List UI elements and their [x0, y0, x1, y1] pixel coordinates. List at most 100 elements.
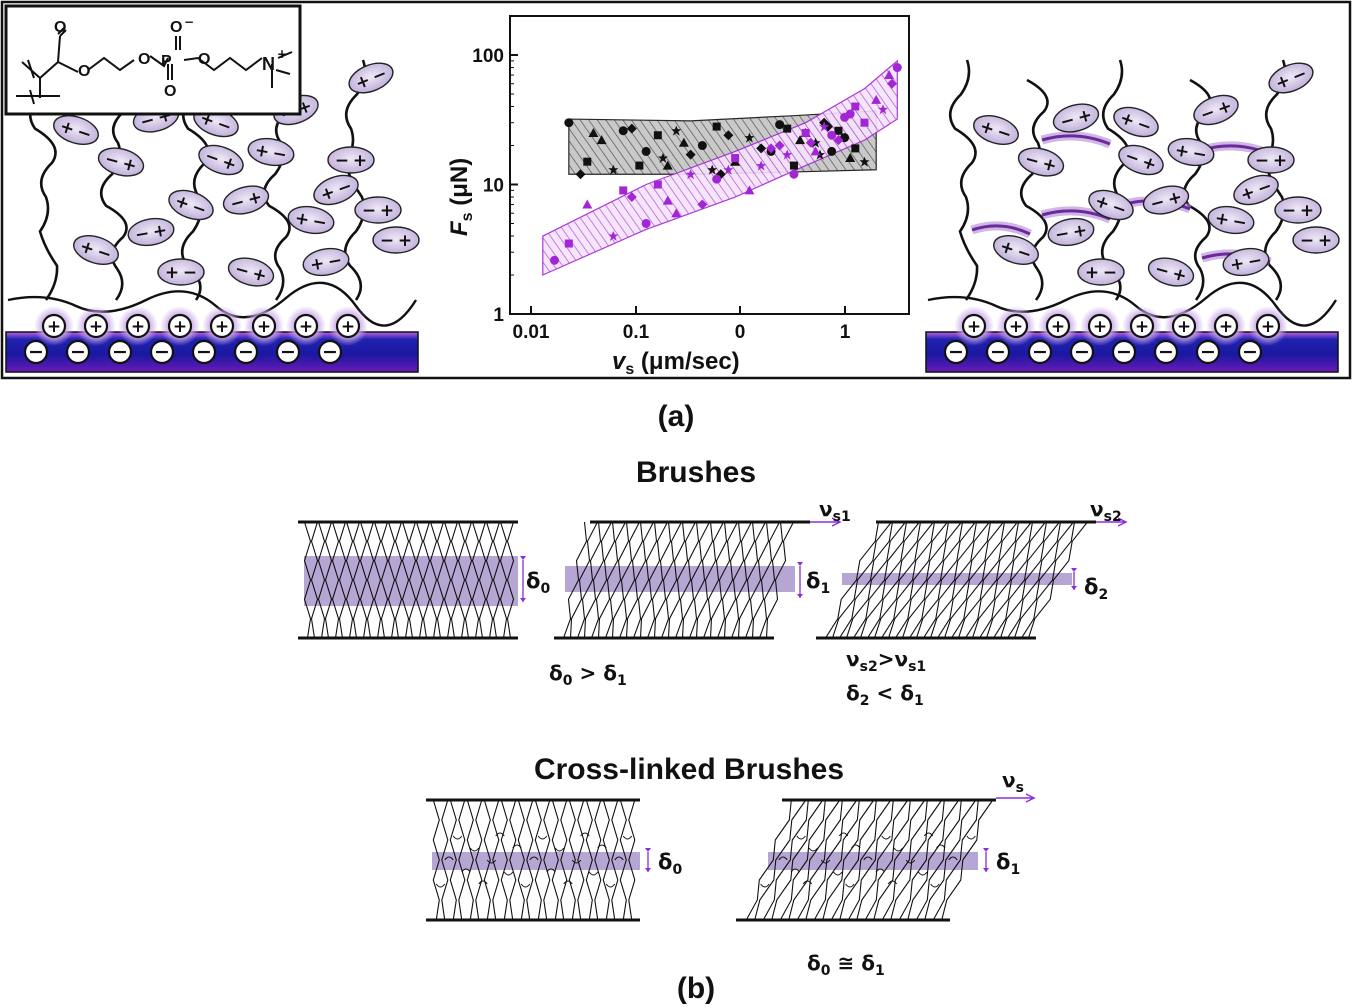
anion-circle	[985, 339, 1011, 365]
charged-ellipse: +−	[973, 115, 1019, 145]
charged-ellipse: −+	[1047, 217, 1095, 247]
charge-symbol: +	[77, 236, 97, 259]
brush-strand	[653, 521, 682, 639]
brush-strand	[957, 521, 1018, 639]
charge-symbol: +	[1219, 317, 1233, 337]
charge-symbol: +	[318, 182, 338, 206]
data-point	[766, 143, 777, 154]
brush-strand	[890, 799, 943, 921]
crosslink-strand	[881, 835, 891, 840]
oxygen-label: O	[54, 19, 66, 36]
charge-symbol: +	[131, 317, 145, 337]
charge-symbol: +	[1135, 317, 1149, 337]
charged-ellipse: −+	[97, 147, 145, 177]
brush-strand	[394, 521, 403, 639]
vs1-label: νs1	[819, 497, 851, 525]
charge-symbol: −	[70, 341, 86, 363]
zwitterion-ellipse	[53, 115, 99, 145]
brush-strand	[674, 521, 700, 639]
brush-strand	[730, 521, 756, 639]
charged-ellipse: +−	[348, 62, 394, 94]
crosslink-strand	[918, 871, 928, 876]
charged-ellipse: −+	[222, 185, 270, 215]
brush-strand	[873, 799, 926, 921]
brush-strand	[466, 799, 474, 921]
zwitterion-ellipse	[222, 185, 270, 215]
charge-symbol: −	[1109, 197, 1129, 221]
data-point	[671, 208, 682, 218]
data-point	[886, 78, 897, 89]
charge-symbol: −	[326, 250, 344, 272]
cation-circle	[209, 313, 235, 339]
charge-symbol: −	[1300, 231, 1314, 251]
data-point	[744, 132, 755, 143]
brush-strand	[443, 521, 452, 639]
charge-symbol: +	[1273, 70, 1294, 94]
data-point	[884, 70, 895, 80]
crosslink-strand	[614, 856, 624, 861]
charge-symbol: −	[990, 341, 1006, 363]
brush-strand	[979, 521, 1034, 639]
brush-strand	[597, 521, 626, 639]
data-point	[731, 154, 740, 163]
crosslink-strand	[948, 856, 958, 861]
brush-strand	[688, 521, 714, 639]
charge-symbol: +	[172, 191, 192, 215]
brush-strand	[813, 799, 860, 921]
brush-strand	[762, 799, 809, 921]
brush-strand	[576, 521, 602, 639]
charge-symbol: +	[1085, 263, 1099, 283]
charged-ellipse: +−	[1088, 189, 1134, 221]
chart-bands	[542, 59, 898, 276]
cation-circle	[293, 313, 319, 339]
brush-strand	[881, 521, 936, 639]
charge-symbol: −	[335, 151, 349, 171]
oxygen-label: O	[170, 19, 182, 36]
brush-strand	[937, 521, 992, 639]
crosslink-strand	[571, 859, 582, 864]
crosslink-strand	[520, 883, 531, 888]
crosslink-strand	[875, 868, 885, 873]
charge-symbol: −	[1282, 201, 1296, 221]
data-point	[723, 164, 734, 175]
brushes-title: Brushes	[636, 456, 756, 489]
data-point	[564, 118, 574, 128]
zwitterion-ellipse	[157, 258, 205, 286]
brush-strand	[303, 521, 312, 639]
charged-ellipse: +−	[73, 235, 119, 265]
zwitterion-ellipse	[73, 235, 119, 265]
data-point	[801, 128, 810, 137]
charge-symbol: −	[1153, 259, 1172, 282]
relation-delta0-approx-delta1: δ0 ≅ δ1	[807, 951, 885, 979]
brush-strand	[1013, 521, 1074, 639]
brush-strand	[408, 521, 417, 639]
data-point	[550, 255, 560, 265]
data-point	[892, 63, 902, 73]
brush-strand	[500, 799, 508, 921]
data-point	[583, 157, 592, 166]
charge-symbol: +	[380, 201, 394, 221]
data-point	[877, 104, 888, 115]
zwitterion-ellipse	[973, 115, 1019, 145]
brush-strand	[951, 521, 1006, 639]
relation-vs2-gt-vs1: νs2>νs1	[846, 647, 926, 675]
crosslink-strand	[778, 856, 788, 861]
charged-ellipse: −+	[327, 146, 375, 174]
brush-strand	[594, 799, 602, 921]
panel-a: +−−++−−++−−++−−++−−++−−++−−++−−++−−+−++−…	[0, 0, 1352, 433]
brush-strand	[450, 521, 459, 639]
charge-symbol: +	[1117, 108, 1137, 132]
data-point	[723, 130, 734, 141]
charged-ellipse: +−	[1233, 174, 1279, 206]
charged-ellipse: −+	[198, 144, 244, 176]
brush-strand	[754, 799, 807, 921]
friction-chart: 1 10 100 0.01 0.1 0 1 vs (μm/sec) Fs (μN)	[446, 15, 910, 378]
charge-symbol: −	[1289, 64, 1310, 88]
brush-strand	[639, 521, 668, 639]
zwitterion-ellipse	[198, 144, 244, 176]
charge-symbol: −	[271, 143, 289, 165]
charged-ellipse: +−	[1167, 137, 1215, 167]
brush-strand	[999, 521, 1060, 639]
charge-symbol: −	[196, 341, 212, 363]
